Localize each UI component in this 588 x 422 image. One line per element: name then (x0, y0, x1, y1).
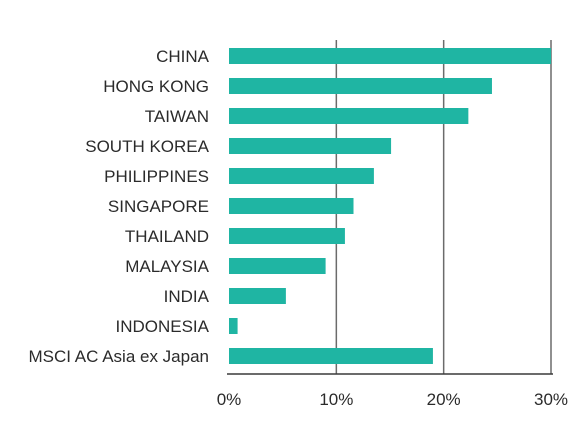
category-labels: CHINA HONG KONG TAIWAN SOUTH KOREA PHILIPPIN… (29, 47, 210, 366)
category-label-5: SINGAPORE (108, 197, 209, 216)
bar-6 (229, 228, 345, 244)
bars (229, 48, 551, 364)
bar-10 (229, 348, 433, 364)
category-label-0: CHINA (156, 47, 210, 66)
category-label-9: INDONESIA (115, 317, 209, 336)
bar-5 (229, 198, 354, 214)
category-label-1: HONG KONG (103, 77, 209, 96)
bar-2 (229, 108, 469, 124)
category-label-7: MALAYSIA (125, 257, 209, 276)
bar-8 (229, 288, 286, 304)
x-tick-label-0: 0% (217, 390, 242, 409)
bar-4 (229, 168, 374, 184)
category-label-4: PHILIPPINES (104, 167, 209, 186)
bar-0 (229, 48, 551, 64)
bar-1 (229, 78, 492, 94)
category-label-6: THAILAND (125, 227, 209, 246)
x-tick-label-3: 30% (534, 390, 568, 409)
x-tick-labels: 0% 10% 20% 30% (217, 390, 568, 409)
x-tick-label-2: 20% (427, 390, 461, 409)
category-label-2: TAIWAN (145, 107, 209, 126)
bar-7 (229, 258, 326, 274)
category-label-3: SOUTH KOREA (85, 137, 209, 156)
category-label-8: INDIA (164, 287, 210, 306)
x-tick-label-1: 10% (319, 390, 353, 409)
bar-3 (229, 138, 392, 154)
bar-9 (229, 318, 238, 334)
category-label-10: MSCI AC Asia ex Japan (29, 347, 209, 366)
